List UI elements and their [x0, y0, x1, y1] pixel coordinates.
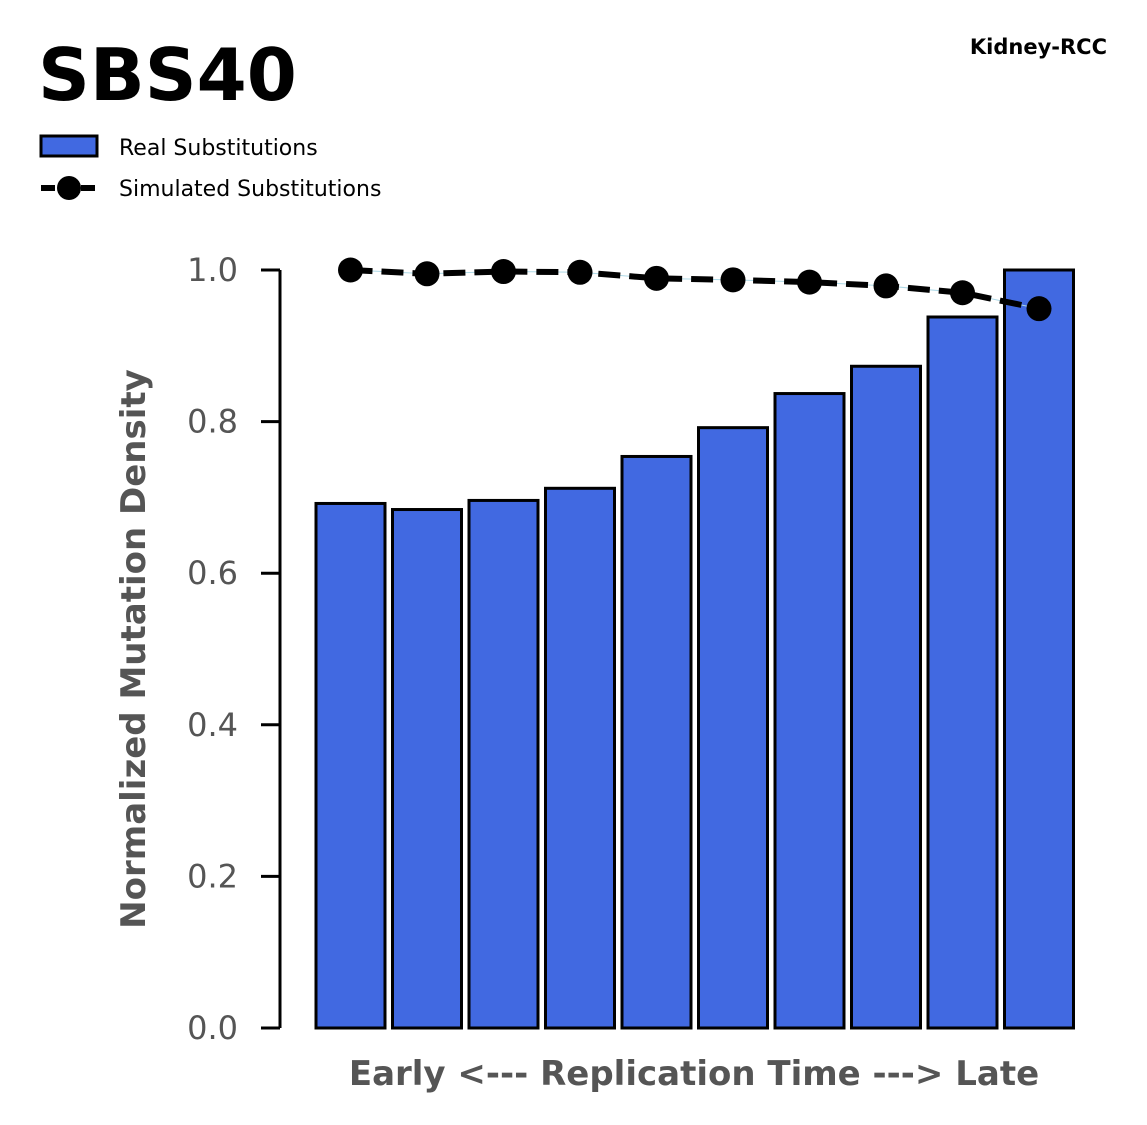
simulated-point-7 [797, 269, 822, 295]
bar-real-4 [544, 486, 616, 1030]
y-tick-label: 0.6 [187, 554, 238, 592]
legend-label-real: Real Substitutions [119, 136, 318, 161]
y-tick-label: 0.0 [187, 1009, 238, 1047]
simulated-point-8 [873, 273, 899, 299]
bar-real-7 [773, 392, 846, 1030]
bar-real-5 [620, 454, 693, 1030]
simulated-point-4 [567, 259, 593, 285]
legend: Real Substitutions Simulated Substitutio… [39, 134, 381, 202]
simulated-point-10 [1026, 296, 1052, 322]
y-tick-label: 0.8 [187, 403, 238, 441]
x-axis-label: Early <--- Replication Time ---> Late [349, 1054, 1039, 1094]
y-tick-label: 1.0 [187, 251, 238, 289]
bar-real-9 [926, 315, 999, 1030]
bar-real-3 [467, 498, 540, 1030]
legend-swatch-real [39, 134, 99, 158]
simulated-point-1 [338, 257, 363, 283]
simulated-point-9 [950, 280, 975, 306]
bar-real-1 [314, 501, 387, 1030]
chart-subtitle: Kidney-RCC [970, 35, 1107, 59]
legend-label-simulated: Simulated Substitutions [119, 177, 381, 202]
bar-real-10 [1003, 268, 1075, 1030]
y-tick-label: 0.4 [187, 706, 238, 744]
simulated-point-6 [720, 267, 746, 293]
simulated-line [350, 267, 1040, 312]
bars [314, 268, 1075, 1030]
legend-marker-simulated [57, 176, 81, 200]
chart-title: SBS40 [38, 33, 297, 117]
simulated-point-3 [491, 259, 516, 285]
y-ticks: 0.0 0.2 0.4 0.6 0.8 1.0 [187, 251, 280, 1047]
simulated-point-5 [644, 265, 669, 291]
bar-real-2 [391, 508, 463, 1030]
y-axis-label: Normalized Mutation Density [114, 369, 154, 929]
bar-real-6 [697, 426, 769, 1030]
simulated-point-2 [414, 261, 440, 287]
y-tick-label: 0.2 [187, 857, 238, 895]
simulated-series [338, 257, 1052, 322]
bar-real-8 [850, 364, 922, 1030]
